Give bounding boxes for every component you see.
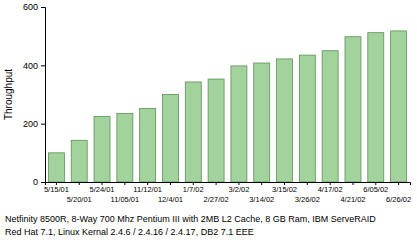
x-tick: 5/15/01 [44,182,69,194]
x-axis: 5/15/015/20/015/24/0111/05/0111/12/0112/… [44,182,411,204]
x-tick-mark [79,182,80,185]
bar [117,113,133,182]
x-tick: 5/24/01 [90,182,115,194]
y-tick-mark [41,65,45,66]
y-tick: 600 [23,2,45,12]
x-tick-label: 5/24/01 [90,185,115,194]
chart: 02004006005/15/015/20/015/24/0111/05/011… [0,0,417,248]
bar [94,116,110,182]
annotation: Red Hat 7.1, Linux Kernal 2.4.6 / 2.4.16… [5,227,254,237]
bar [140,109,156,183]
y-axis-title: Throughput [3,69,14,120]
x-tick-mark [307,182,308,185]
bar [345,37,361,182]
bars [48,31,406,182]
x-tick-label: 3/2/02 [228,185,249,194]
y-axis-line [41,8,46,183]
bar [368,33,384,182]
bar [299,55,315,182]
bar [71,140,87,182]
bar [208,79,224,182]
x-tick-mark [261,182,262,185]
bar [231,66,247,182]
x-tick: 3/26/02 [295,182,320,204]
y-tick-label: 200 [23,119,38,129]
x-tick: 3/14/02 [249,182,274,204]
x-tick-mark [398,182,399,185]
x-tick: 5/20/01 [67,182,92,204]
bar [391,31,407,182]
y-tick-mark [41,7,45,8]
y-tick-mark [41,124,45,125]
x-tick: 1/7/02 [183,182,204,194]
annotation: Netfinity 8500R, 8-Way 700 Mhz Pentium I… [5,214,376,224]
x-tick-mark [216,182,217,185]
x-tick-label: 3/15/02 [272,185,297,194]
bar [48,153,64,182]
bar [322,51,338,182]
y-tick-mark [41,182,45,183]
x-tick: 3/2/02 [228,182,249,194]
x-tick-label: 6/26/02 [386,195,411,204]
y-tick: 200 [23,119,45,129]
x-tick-mark [124,182,125,185]
y-tick-label: 600 [23,2,38,12]
x-tick: 2/27/02 [204,182,229,204]
y-axis: 0 200 400 600 [23,2,46,187]
x-tick: 11/12/01 [133,182,162,194]
x-tick: 4/21/02 [340,182,365,204]
bar [277,59,293,182]
x-tick-label: 4/21/02 [340,195,365,204]
x-tick-label: 11/12/01 [133,185,162,194]
y-tick-label: 400 [23,61,38,71]
x-tick: 4/17/02 [318,182,343,194]
x-tick: 6/26/02 [386,182,411,204]
x-tick-label: 5/20/01 [67,195,92,204]
x-tick-label: 2/27/02 [204,195,229,204]
x-tick: 3/15/02 [272,182,297,194]
x-tick-label: 4/17/02 [318,185,343,194]
x-tick-mark [352,182,353,185]
y-tick-label: 0 [33,177,38,187]
x-tick-label: 5/15/01 [44,185,69,194]
x-tick-label: 3/14/02 [249,195,274,204]
bar [162,95,178,183]
x-tick-label: 3/26/02 [295,195,320,204]
bar [185,82,201,182]
bar [254,63,270,182]
x-tick-label: 12/4/01 [158,195,183,204]
x-tick: 12/4/01 [158,182,183,204]
y-tick: 400 [23,61,45,71]
x-tick: 6/05/02 [363,182,388,194]
x-tick-label: 1/7/02 [183,185,204,194]
x-tick-mark [170,182,171,185]
plot-area: 02004006005/15/015/20/015/24/0111/05/011… [23,2,411,204]
x-tick-label: 11/05/01 [111,195,140,204]
x-tick-label: 6/05/02 [363,185,388,194]
